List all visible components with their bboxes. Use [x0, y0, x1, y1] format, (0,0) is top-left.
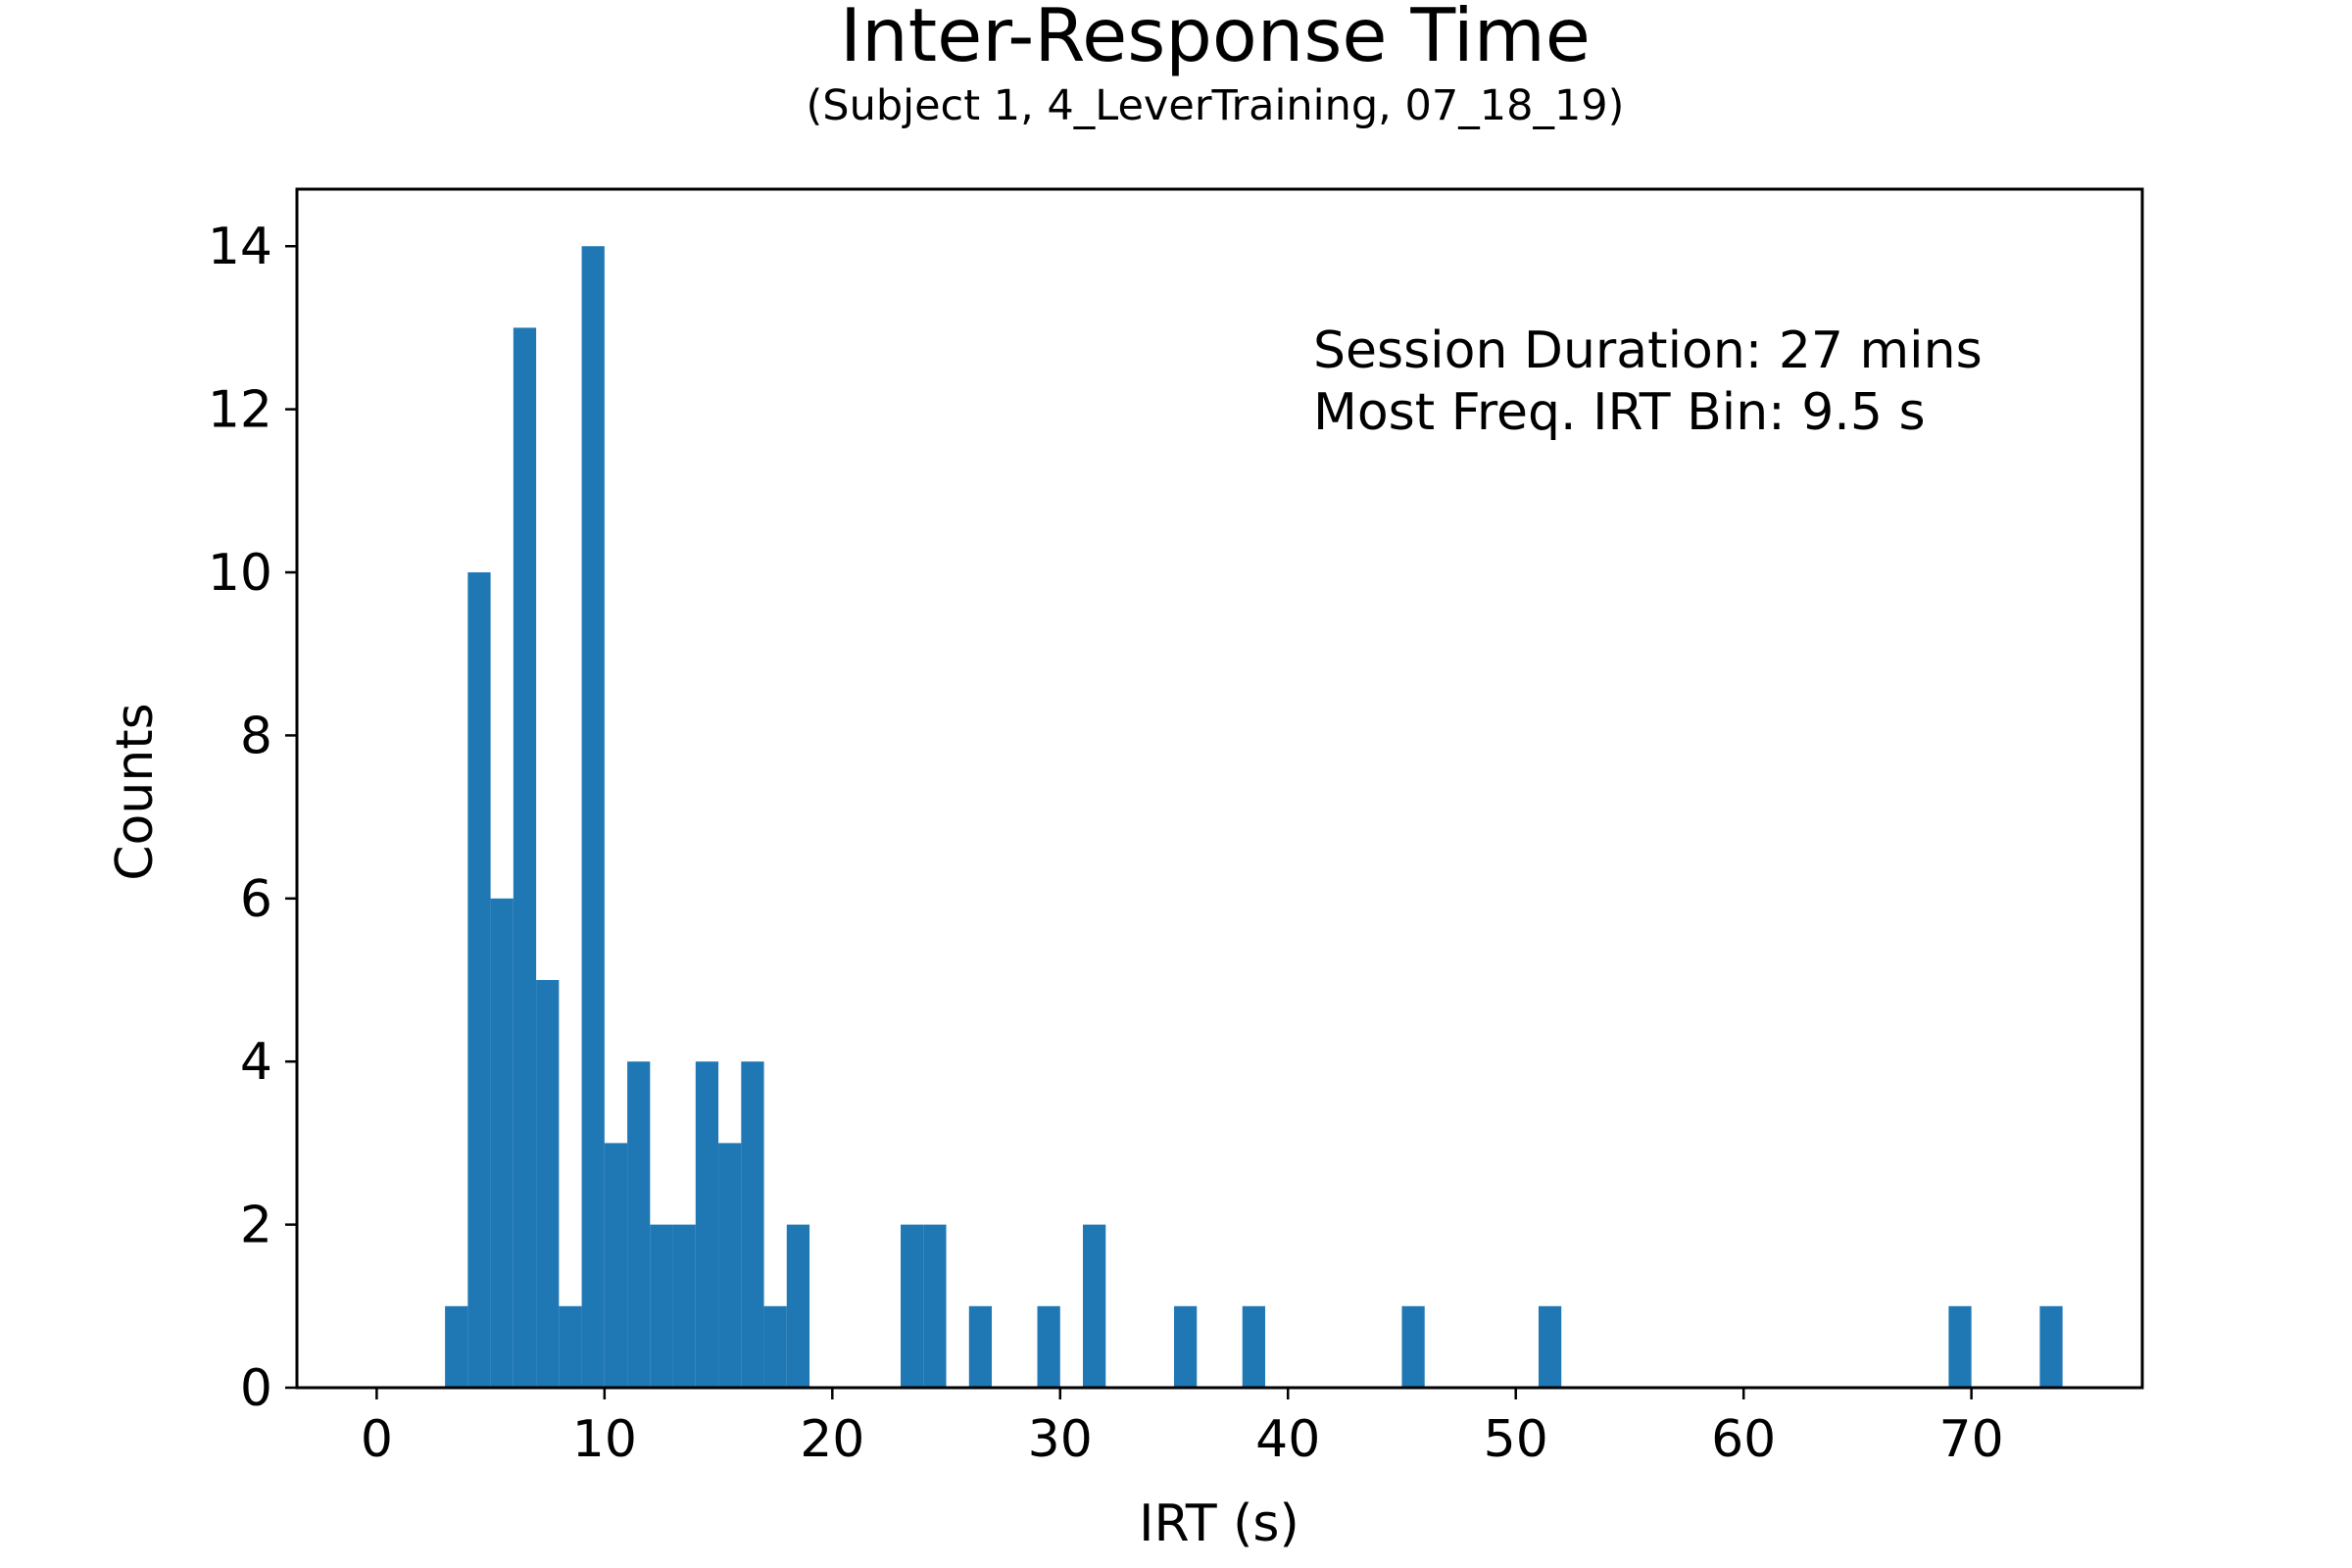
histogram-bar: [467, 572, 491, 1388]
y-axis-label: Counts: [106, 703, 165, 881]
y-tick-label: 14: [208, 218, 272, 276]
histogram-bar: [1037, 1305, 1060, 1388]
x-tick-label: 30: [1028, 1410, 1093, 1469]
histogram-bar: [513, 327, 537, 1389]
y-axis-ticks: 0 2 4 6 8 10 12 14: [208, 218, 297, 1418]
annotation-most-frequent-bin: Most Freq. IRT Bin: 9.5 s: [1313, 383, 1926, 442]
histogram-bar: [1401, 1305, 1425, 1388]
histogram-bar: [627, 1061, 651, 1388]
x-tick-label: 70: [1939, 1410, 2004, 1469]
histogram-bar: [1242, 1305, 1265, 1388]
histogram-bar: [445, 1305, 468, 1388]
y-tick-label: 12: [208, 381, 272, 440]
x-tick-label: 40: [1255, 1410, 1320, 1469]
y-tick-label: 6: [240, 870, 272, 929]
annotation-session-duration: Session Duration: 27 mins: [1313, 321, 1983, 380]
histogram-bar: [2039, 1305, 2063, 1388]
histogram-bar: [968, 1305, 993, 1388]
y-tick-label: 10: [208, 544, 272, 603]
y-tick-label: 0: [240, 1359, 272, 1418]
histogram-bar: [1174, 1305, 1198, 1388]
x-tick-label: 60: [1711, 1410, 1776, 1469]
plot-frame: [295, 187, 2144, 1390]
histogram-bar: [604, 1143, 628, 1388]
histogram-bar: [786, 1224, 810, 1388]
histogram-bar: [763, 1305, 787, 1388]
histogram-bar: [559, 1305, 582, 1388]
histogram-bar: [536, 980, 560, 1388]
x-tick-label: 0: [361, 1410, 393, 1469]
x-tick-label: 10: [572, 1410, 637, 1469]
histogram-bar: [1083, 1224, 1106, 1388]
x-axis-ticks: 0 10 20 30 40 50 60 70: [361, 1388, 2004, 1469]
chart-title: Inter-Response Time: [840, 0, 1591, 78]
histogram-bar: [901, 1224, 924, 1388]
histogram-bar: [672, 1224, 696, 1388]
x-tick-label: 20: [800, 1410, 864, 1469]
histogram-bar: [741, 1061, 764, 1388]
histogram-bar: [718, 1143, 742, 1388]
bars-group: [445, 246, 2063, 1389]
y-tick-label: 2: [240, 1197, 272, 1255]
y-tick-label: 8: [240, 707, 272, 765]
chart-subtitle: (Subject 1, 4_LeverTraining, 07_18_19): [807, 81, 1625, 130]
x-tick-label: 50: [1484, 1410, 1548, 1469]
histogram-bar: [490, 898, 514, 1388]
histogram-bar: [1538, 1305, 1562, 1388]
x-axis-label: IRT (s): [1139, 1494, 1299, 1553]
y-tick-label: 4: [240, 1033, 272, 1092]
histogram-bar: [923, 1224, 947, 1388]
histogram-bar: [650, 1224, 673, 1388]
histogram-bar: [1948, 1305, 1972, 1388]
histogram-bar: [695, 1061, 719, 1388]
histogram-bar: [581, 246, 605, 1389]
